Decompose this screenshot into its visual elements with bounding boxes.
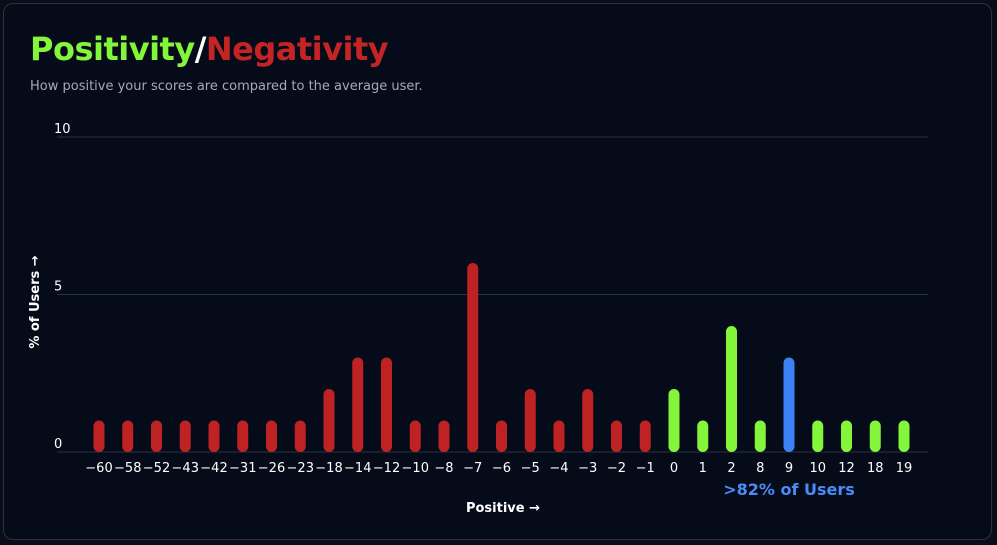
bar <box>639 420 651 452</box>
bar <box>151 420 162 452</box>
bar <box>467 263 479 452</box>
chart-title: Positivity/Negativity <box>30 29 389 69</box>
bar <box>122 420 134 452</box>
x-tick-label: −2 <box>607 461 626 476</box>
bar <box>266 420 277 452</box>
annotation-label: >82% of Users <box>723 480 855 499</box>
bar <box>381 357 392 452</box>
bar <box>409 420 421 452</box>
bar <box>179 420 191 452</box>
x-tick-label: −7 <box>463 461 482 476</box>
chart-card: Positivity/Negativity How positive your … <box>3 3 992 540</box>
bar <box>726 326 737 452</box>
x-tick-label: 9 <box>785 461 793 476</box>
bar <box>553 420 565 452</box>
bar <box>582 389 594 452</box>
x-tick-label: −26 <box>258 461 285 476</box>
title-positive: Positivity <box>30 30 195 68</box>
x-tick-label: −52 <box>143 461 170 476</box>
x-tick-label: −23 <box>287 461 314 476</box>
x-tick-label: 18 <box>867 461 884 476</box>
x-tick-label: 10 <box>809 461 826 476</box>
bar <box>93 420 105 452</box>
y-tick-label: 5 <box>54 280 62 295</box>
bar <box>783 357 795 452</box>
x-tick-label: −3 <box>578 461 597 476</box>
x-tick-label: −4 <box>549 461 568 476</box>
x-tick-label: 0 <box>670 461 678 476</box>
x-tick-label: 1 <box>699 461 707 476</box>
bar <box>352 357 364 452</box>
bar <box>754 420 766 452</box>
bar <box>668 389 680 452</box>
bar <box>496 420 507 452</box>
bar <box>237 420 249 452</box>
y-tick-label: 0 <box>54 437 62 452</box>
bar <box>524 389 536 452</box>
x-tick-label: −5 <box>521 461 540 476</box>
bar <box>438 420 450 452</box>
y-tick-label: 10 <box>54 122 71 137</box>
chart-subtitle: How positive your scores are compared to… <box>30 79 423 94</box>
x-tick-label: −18 <box>315 461 342 476</box>
x-tick-label: −43 <box>172 461 199 476</box>
x-tick-label: −31 <box>229 461 256 476</box>
y-axis-label: % of Users → <box>28 255 43 348</box>
x-tick-label: −10 <box>402 461 429 476</box>
x-tick-label: −14 <box>344 461 371 476</box>
x-tick-label: −42 <box>200 461 227 476</box>
x-tick-label: 19 <box>896 461 913 476</box>
bar <box>697 420 709 452</box>
x-tick-label: −8 <box>434 461 453 476</box>
bar <box>898 420 910 452</box>
x-axis-label: Positive → <box>466 501 540 516</box>
bar <box>812 420 824 452</box>
title-separator: / <box>194 30 207 68</box>
bar <box>208 420 220 452</box>
x-tick-label: 12 <box>838 461 855 476</box>
bar <box>294 420 306 452</box>
x-tick-label: 8 <box>756 461 764 476</box>
x-tick-label: −58 <box>114 461 141 476</box>
x-tick-label: 2 <box>727 461 735 476</box>
bar <box>611 420 622 452</box>
bar <box>841 420 852 452</box>
bar <box>869 420 881 452</box>
x-tick-label: −12 <box>373 461 400 476</box>
x-tick-label: −6 <box>492 461 511 476</box>
title-negative: Negativity <box>205 30 389 68</box>
x-tick-label: −60 <box>85 461 112 476</box>
bar <box>323 389 335 452</box>
x-tick-label: −1 <box>636 461 655 476</box>
